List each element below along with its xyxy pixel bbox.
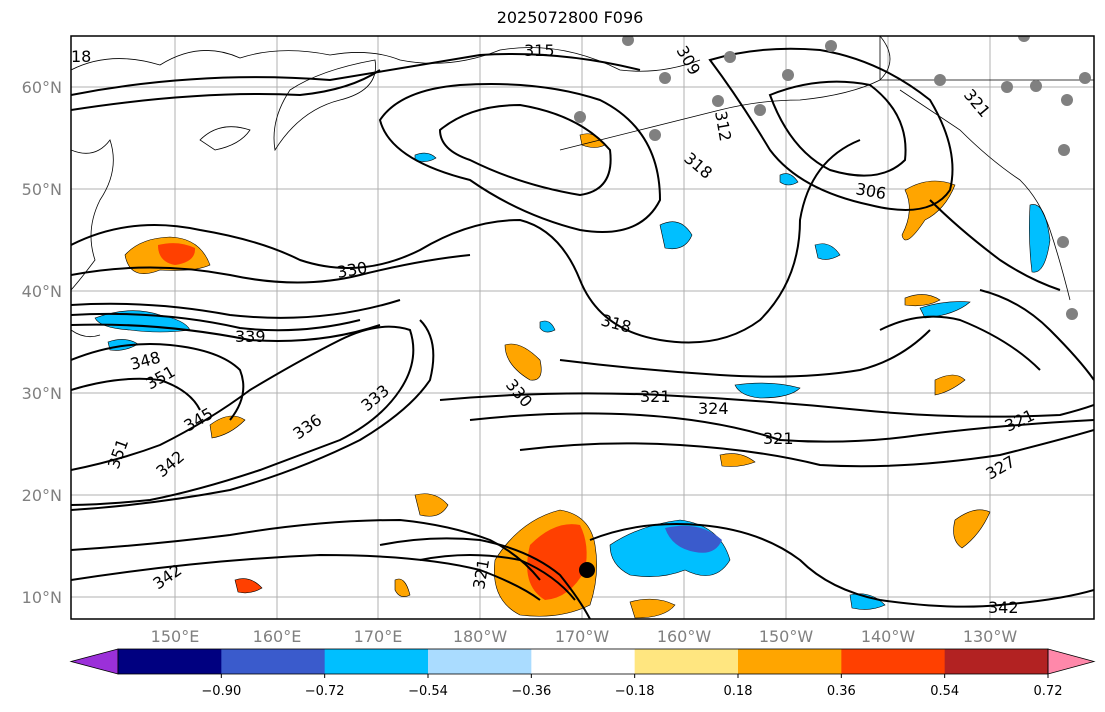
contour-label: 342: [988, 598, 1019, 617]
colorbar-tick-label: −0.72: [305, 684, 345, 699]
map-title: 2025072800 F096: [496, 8, 644, 27]
colorbar: −0.90 −0.72 −0.54 −0.36 −0.18 0.18 0.36 0.54 0.7…: [69, 648, 1096, 699]
positive-patch: [953, 509, 991, 549]
negative-patch: [659, 221, 693, 249]
colorbar-segment: [841, 649, 946, 674]
negative-patch: [539, 320, 556, 333]
colorbar-extend-high: [1047, 648, 1096, 675]
positive-patch: [901, 180, 956, 241]
positive-patch: [209, 415, 246, 439]
contour-label: 315: [524, 41, 555, 60]
negative-patch: [779, 173, 799, 186]
positive-patch: [504, 343, 542, 381]
lon-label: 170°E: [354, 627, 403, 646]
contour-label: 18: [71, 47, 91, 66]
positive-patch: [394, 578, 411, 597]
colorbar-tick-label: 0.54: [930, 684, 959, 699]
colorbar-segment: [531, 649, 636, 674]
contour-label: 324: [698, 399, 729, 418]
lat-label: 50°N: [22, 180, 62, 199]
positive-patch: [629, 598, 676, 619]
strong-positive-patch: [527, 524, 587, 600]
lon-label: 150°E: [151, 627, 200, 646]
colorbar-outline: [117, 648, 1049, 675]
lon-label: 150°W: [759, 627, 814, 646]
longitude-tick-labels: 150°E 160°E 170°E 180°W 170°W 160°W 150°W 140°W…: [151, 627, 1018, 646]
colorbar-extend-low: [69, 648, 119, 675]
negative-patch: [814, 243, 841, 260]
colorbar-segment: [944, 649, 1049, 674]
negative-patch: [849, 593, 886, 610]
positive-patch: [719, 453, 756, 467]
gray-dots: [574, 36, 1091, 320]
contour-label: 321: [640, 387, 671, 406]
plot-frame: [70, 35, 1095, 620]
storm-center-marker: [579, 562, 595, 578]
latitude-tick-labels: 60°N 50°N 40°N 30°N 20°N 10°N: [22, 78, 62, 607]
colorbar-segment: [634, 649, 739, 674]
lon-label: 180°W: [453, 627, 508, 646]
contour-label: 339: [235, 327, 266, 346]
colorbar-segment: [324, 649, 429, 674]
map-layers: [71, 36, 1094, 619]
negative-patch: [734, 382, 801, 399]
contour-label: 321: [763, 429, 794, 448]
colorbar-tick-label: 0.72: [1034, 684, 1063, 699]
lon-label: 170°W: [555, 627, 610, 646]
lon-label: 140°W: [861, 627, 916, 646]
coastlines: [71, 36, 1094, 338]
lon-label: 130°W: [963, 627, 1018, 646]
colorbar-segment: [428, 649, 532, 674]
positive-patch: [904, 294, 941, 307]
colorbar-segment: [738, 649, 842, 674]
lat-label: 30°N: [22, 384, 62, 403]
contour-lines: [71, 47, 1094, 619]
lon-label: 160°E: [253, 627, 302, 646]
lon-label: 160°W: [657, 627, 712, 646]
colorbar-segment: [221, 649, 326, 674]
lat-label: 60°N: [22, 78, 62, 97]
lat-label: 40°N: [22, 282, 62, 301]
positive-patch: [414, 493, 449, 517]
lat-label: 10°N: [22, 588, 62, 607]
colorbar-tick-label: −0.36: [511, 684, 551, 699]
positive-patch: [234, 578, 263, 594]
colorbar-tick-label: 0.18: [724, 684, 753, 699]
strong-positive-patch: [158, 243, 196, 265]
colorbar-tick-label: −0.18: [615, 684, 655, 699]
colorbar-tick-label: −0.54: [408, 684, 448, 699]
colorbar-tick-label: 0.36: [827, 684, 856, 699]
lat-label: 20°N: [22, 486, 62, 505]
strong-negative-patch: [665, 525, 722, 553]
colorbar-segment: [118, 649, 222, 674]
positive-patch: [934, 374, 966, 396]
colorbar-tick-label: −0.90: [201, 684, 241, 699]
